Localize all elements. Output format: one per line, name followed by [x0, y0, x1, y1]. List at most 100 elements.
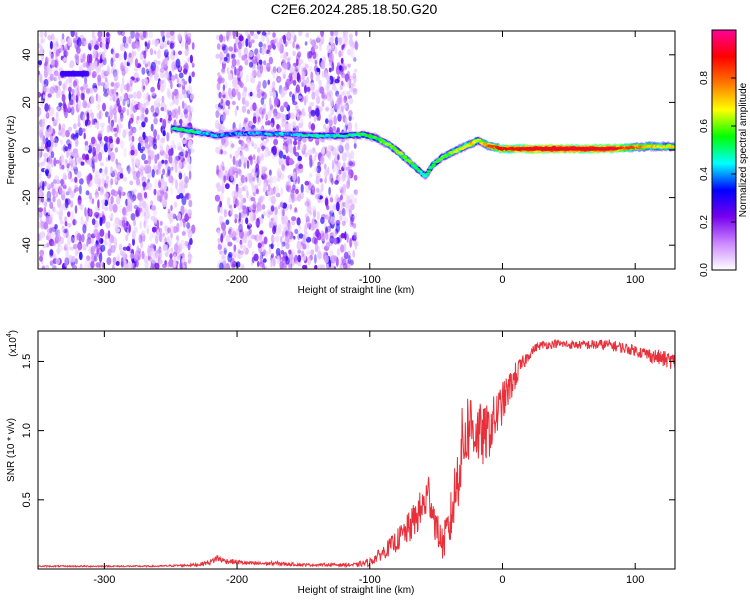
noise-speckle	[128, 265, 133, 269]
noise-speckle	[177, 251, 181, 260]
noise-speckle	[118, 105, 122, 113]
noise-speckle	[86, 159, 91, 165]
noise-speckle	[62, 57, 68, 62]
noise-speckle	[284, 123, 289, 131]
noise-speckle	[329, 204, 335, 213]
noise-speckle	[81, 233, 85, 243]
noise-speckle	[50, 59, 55, 66]
noise-speckle	[85, 86, 91, 96]
noise-speckle	[162, 118, 167, 129]
noise-speckle	[156, 102, 161, 108]
noise-speckle	[257, 167, 260, 176]
noise-speckle	[131, 230, 136, 240]
noise-speckle	[63, 232, 67, 238]
noise-speckle	[216, 182, 220, 187]
noise-speckle	[114, 177, 118, 183]
noise-speckle	[172, 213, 177, 219]
noise-speckle	[304, 152, 308, 158]
noise-speckle	[268, 194, 272, 202]
noise-speckle	[252, 154, 256, 161]
noise-speckle	[304, 84, 307, 94]
noise-speckle	[280, 88, 285, 98]
noise-speckle	[121, 68, 126, 76]
noise-speckle	[339, 215, 343, 222]
noise-speckle	[166, 132, 169, 142]
noise-speckle	[238, 48, 242, 58]
noise-speckle	[264, 47, 268, 54]
noise-speckle	[118, 117, 122, 127]
noise-speckle	[76, 170, 82, 179]
noise-speckle	[188, 114, 192, 122]
noise-speckle	[316, 211, 320, 221]
noise-speckle	[160, 107, 165, 112]
noise-speckle	[58, 123, 61, 131]
noise-speckle	[94, 211, 100, 218]
noise-speckle	[96, 94, 101, 104]
noise-speckle	[310, 82, 316, 92]
noise-speckle	[236, 59, 240, 66]
noise-speckle	[72, 264, 77, 269]
noise-speckle	[223, 138, 229, 148]
noise-speckle	[125, 36, 129, 44]
noise-speckle	[314, 254, 317, 264]
noise-speckle	[183, 93, 188, 99]
noise-speckle	[163, 40, 168, 48]
noise-speckle	[105, 32, 110, 37]
noise-speckle	[353, 68, 358, 73]
noise-speckle	[68, 80, 73, 88]
noise-speckle	[170, 247, 173, 253]
noise-speckle	[251, 181, 255, 192]
noise-speckle	[57, 242, 61, 248]
noise-speckle	[187, 32, 192, 39]
noise-speckle	[326, 214, 330, 221]
noise-speckle	[331, 32, 335, 38]
noise-speckle	[304, 201, 310, 207]
noise-speckle	[262, 258, 267, 263]
noise-speckle	[120, 31, 125, 37]
noise-speckle	[161, 137, 166, 144]
noise-speckle	[302, 79, 307, 86]
noise-speckle	[290, 112, 295, 120]
noise-speckle	[188, 75, 192, 84]
noise-speckle	[222, 90, 225, 95]
noise-speckle	[142, 59, 147, 65]
noise-speckle	[275, 225, 281, 236]
noise-speckle	[48, 104, 51, 112]
noise-speckle	[169, 31, 175, 36]
noise-speckle	[297, 155, 303, 162]
noise-speckle	[189, 54, 193, 64]
signal-track-segment	[418, 170, 423, 173]
noise-speckle	[128, 36, 132, 44]
noise-speckle	[132, 165, 135, 175]
noise-speckle	[95, 93, 99, 102]
noise-speckle	[346, 70, 351, 81]
noise-speckle	[252, 102, 257, 112]
noise-speckle	[272, 225, 277, 235]
noise-speckle	[227, 72, 233, 81]
noise-speckle	[231, 100, 236, 106]
noise-speckle	[128, 224, 131, 234]
noise-speckle	[129, 78, 133, 87]
noise-speckle	[335, 223, 340, 233]
noise-speckle	[122, 36, 127, 44]
svg-text:(x104): (x104)	[6, 330, 19, 357]
noise-speckle	[320, 216, 325, 225]
noise-speckle	[159, 227, 163, 234]
noise-speckle	[311, 236, 317, 244]
noise-speckle	[151, 257, 156, 264]
noise-speckle	[271, 69, 274, 75]
noise-speckle	[297, 176, 300, 185]
noise-speckle	[96, 112, 100, 117]
noise-speckle	[275, 227, 279, 237]
noise-speckle	[163, 152, 167, 157]
snr-y-tick-label: 1.0	[21, 423, 33, 438]
noise-speckle	[141, 67, 146, 75]
noise-speckle	[352, 41, 355, 49]
noise-speckle	[81, 128, 86, 133]
noise-speckle	[136, 115, 140, 121]
noise-speckle	[152, 208, 158, 217]
noise-speckle	[111, 88, 117, 95]
noise-speckle	[340, 205, 345, 215]
noise-speckle	[329, 249, 333, 259]
noise-speckle	[280, 243, 284, 249]
